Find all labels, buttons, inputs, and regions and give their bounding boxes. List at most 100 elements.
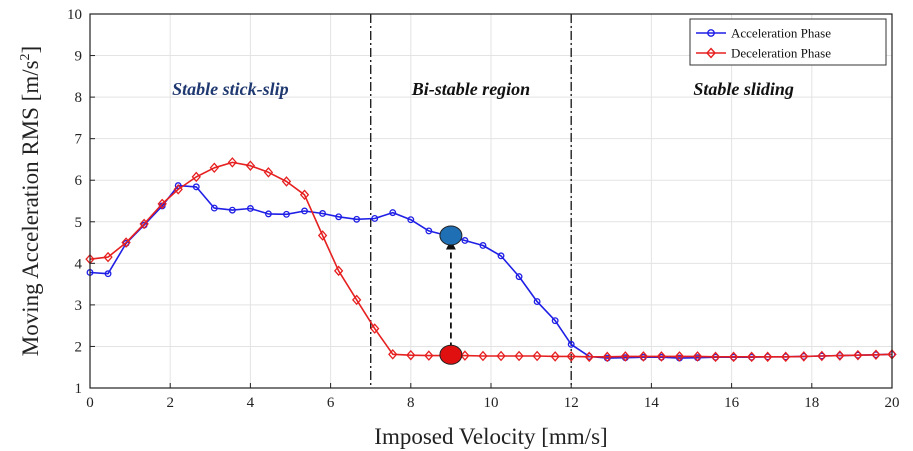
data-point bbox=[301, 207, 308, 215]
x-tick-label: 6 bbox=[327, 395, 335, 411]
data-point bbox=[656, 351, 667, 362]
x-tick-label: 2 bbox=[166, 395, 174, 411]
legend: Acceleration Phase Deceleration Phase bbox=[689, 18, 887, 66]
data-point bbox=[406, 349, 416, 361]
data-point bbox=[674, 351, 685, 362]
y-axis-label-main: Moving Acceleration RMS [m/s bbox=[18, 60, 43, 356]
data-point bbox=[728, 351, 739, 363]
data-point bbox=[460, 350, 470, 361]
x-tick-label: 16 bbox=[724, 395, 740, 411]
y-axis-label-superscript: 2 bbox=[18, 53, 33, 60]
data-point bbox=[424, 350, 434, 361]
data-point bbox=[407, 216, 415, 224]
data-point bbox=[389, 209, 397, 217]
data-point bbox=[317, 230, 328, 241]
legend-swatch-acceleration-marker bbox=[707, 29, 715, 37]
data-point bbox=[299, 189, 310, 201]
data-point bbox=[817, 350, 827, 362]
annotations bbox=[439, 225, 463, 365]
data-point bbox=[853, 349, 863, 361]
x-tick-label: 0 bbox=[86, 395, 94, 411]
data-point bbox=[638, 351, 649, 362]
legend-label-acceleration: Acceleration Phase bbox=[731, 26, 831, 41]
y-tick-label: 1 bbox=[75, 381, 83, 397]
data-point bbox=[371, 215, 379, 222]
data-point bbox=[388, 349, 398, 360]
data-point bbox=[173, 184, 183, 195]
data-point bbox=[584, 351, 594, 363]
y-tick-label: 2 bbox=[75, 339, 83, 355]
y-tick-label: 5 bbox=[75, 215, 83, 231]
y-tick-label: 8 bbox=[75, 90, 83, 106]
data-point bbox=[121, 237, 131, 248]
data-point bbox=[551, 317, 559, 325]
data-point bbox=[710, 351, 721, 363]
region-label: Bi-stable region bbox=[411, 79, 531, 99]
data-point bbox=[191, 171, 201, 183]
data-point bbox=[550, 351, 560, 362]
y-tick-label: 6 bbox=[75, 173, 83, 189]
data-point bbox=[692, 351, 703, 362]
series-line bbox=[89, 161, 893, 358]
series-layer bbox=[85, 157, 897, 363]
data-point bbox=[746, 351, 757, 363]
data-point bbox=[210, 204, 218, 212]
data-point bbox=[245, 160, 256, 171]
data-point bbox=[103, 251, 113, 263]
data-point bbox=[781, 351, 791, 363]
data-point bbox=[461, 237, 469, 244]
data-point bbox=[264, 210, 272, 218]
data-point bbox=[835, 350, 845, 361]
legend-swatch-deceleration-marker bbox=[706, 47, 716, 59]
legend-label-deceleration: Deceleration Phase bbox=[731, 46, 831, 61]
data-point bbox=[533, 298, 541, 306]
region-labels: Stable stick-slip Bi-stable region Stable … bbox=[172, 79, 794, 99]
data-point bbox=[478, 350, 488, 362]
data-point bbox=[370, 323, 380, 334]
data-point bbox=[353, 215, 361, 223]
data-point bbox=[871, 349, 881, 361]
data-point bbox=[157, 198, 167, 210]
data-point bbox=[620, 351, 631, 362]
data-point bbox=[763, 351, 773, 363]
region-dividers bbox=[370, 14, 572, 388]
data-point bbox=[228, 206, 236, 214]
x-tick-label: 4 bbox=[247, 395, 255, 411]
region-label: Stable stick-slip bbox=[172, 79, 289, 99]
x-tick-label: 14 bbox=[644, 395, 660, 411]
region-label: Stable sliding bbox=[693, 79, 794, 99]
data-point bbox=[602, 351, 612, 363]
data-point bbox=[567, 340, 575, 348]
y-axis-label: Moving Acceleration RMS [m/s2] bbox=[18, 46, 43, 356]
data-point bbox=[333, 265, 344, 277]
y-tick-label: 3 bbox=[75, 298, 83, 314]
data-point bbox=[283, 210, 290, 218]
data-point bbox=[246, 205, 254, 212]
data-point bbox=[319, 210, 327, 217]
x-tick-label: 8 bbox=[407, 395, 415, 411]
data-point bbox=[263, 167, 274, 178]
legend-box bbox=[689, 18, 887, 66]
data-point bbox=[515, 273, 523, 281]
data-point bbox=[425, 227, 433, 235]
highlight-point-upper bbox=[439, 225, 463, 246]
data-point bbox=[799, 351, 809, 362]
data-point bbox=[104, 270, 112, 278]
y-axis-label-close: ] bbox=[18, 46, 43, 54]
data-point bbox=[227, 157, 238, 168]
x-tick-label: 10 bbox=[484, 395, 499, 411]
data-point bbox=[139, 218, 149, 230]
data-point bbox=[192, 183, 200, 191]
y-tick-label: 7 bbox=[75, 132, 83, 148]
y-tick-label: 10 bbox=[67, 7, 82, 23]
x-tick-label: 18 bbox=[804, 395, 819, 411]
data-point bbox=[209, 162, 219, 174]
data-point bbox=[281, 176, 292, 187]
data-point bbox=[335, 213, 343, 221]
data-point bbox=[479, 242, 487, 249]
series-deceleration bbox=[85, 157, 897, 363]
data-point bbox=[566, 351, 576, 362]
